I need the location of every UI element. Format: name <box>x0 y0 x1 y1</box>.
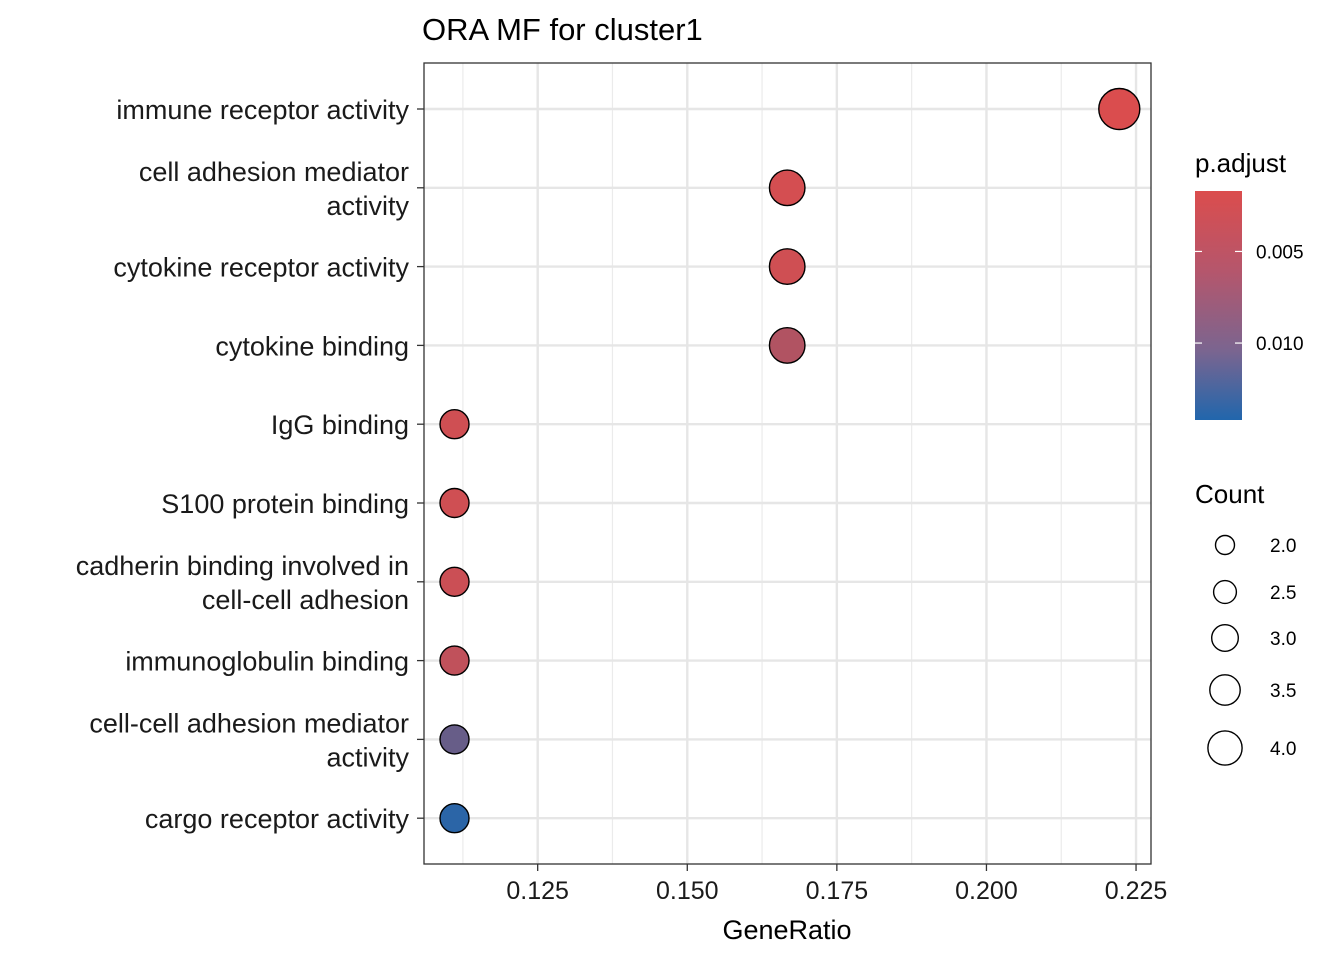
size-legend-title: Count <box>1195 479 1265 509</box>
y-tick-label: immune receptor activity <box>116 95 409 125</box>
data-point <box>439 566 470 597</box>
size-legend-key <box>1209 674 1241 706</box>
y-tick-label: S100 protein binding <box>161 489 409 519</box>
data-point <box>768 169 806 207</box>
x-axis-title: GeneRatio <box>722 915 851 945</box>
chart-title: ORA MF for cluster1 <box>422 12 703 47</box>
data-point <box>439 645 470 676</box>
y-tick-label: IgG binding <box>271 410 409 440</box>
size-legend-label: 3.5 <box>1270 681 1296 702</box>
data-point <box>439 803 470 834</box>
y-axis: immune receptor activity cell adhesion me… <box>76 95 424 834</box>
x-tick-label: 0.150 <box>656 877 719 905</box>
size-legend-items: 2.0 2.5 3.0 3.5 4.0 <box>1207 534 1296 766</box>
size-legend-label: 4.0 <box>1270 739 1296 760</box>
x-tick-label: 0.175 <box>806 877 869 905</box>
x-axis: 0.125 0.150 0.175 0.200 0.225 <box>506 864 1167 905</box>
color-tick-label: 0.005 <box>1256 242 1304 263</box>
color-bar <box>1195 191 1242 420</box>
plot-border <box>423 62 1152 865</box>
y-tick-label: immunoglobulin binding <box>125 647 409 677</box>
y-tick-label: cytokine receptor activity <box>113 253 409 283</box>
size-legend-key <box>1210 624 1239 653</box>
size-legend-label: 2.0 <box>1270 536 1296 557</box>
size-legend: Count 2.0 2.5 3.0 3.5 4.0 <box>1195 479 1296 766</box>
data-point <box>1098 87 1141 131</box>
color-legend-ticks: 0.005 0.010 <box>1195 242 1304 355</box>
size-legend-label: 2.5 <box>1270 583 1296 604</box>
data-point <box>768 248 806 286</box>
data-point <box>439 724 470 755</box>
color-legend-title: p.adjust <box>1195 148 1287 178</box>
y-tick-label: cell adhesion mediator activity <box>139 157 410 221</box>
size-legend-key <box>1212 579 1238 605</box>
y-tick-label: cargo receptor activity <box>145 804 410 834</box>
data-points <box>439 87 1141 834</box>
x-tick-label: 0.225 <box>1105 877 1168 905</box>
color-tick-label: 0.010 <box>1256 334 1304 355</box>
x-tick-label: 0.125 <box>506 877 569 905</box>
size-legend-key <box>1214 534 1236 556</box>
data-point <box>768 326 806 364</box>
x-tick-label: 0.200 <box>955 877 1018 905</box>
gridlines <box>424 63 1151 864</box>
y-tick-label: cytokine binding <box>215 331 409 361</box>
data-point <box>439 487 470 519</box>
data-point <box>439 409 470 440</box>
y-tick-label: cell-cell adhesion mediator activity <box>89 708 409 772</box>
size-legend-key <box>1207 730 1243 766</box>
color-legend: p.adjust 0.005 0.010 <box>1195 148 1304 420</box>
size-legend-label: 3.0 <box>1270 629 1296 650</box>
y-tick-label: cadherin binding involved in cell-cell ad… <box>76 551 409 615</box>
